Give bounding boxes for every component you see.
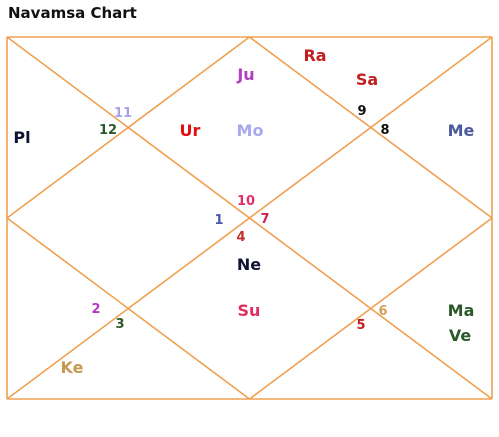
house-number-7: 7	[260, 212, 269, 227]
planet-sa: Sa	[356, 70, 378, 89]
chart-grid-lines	[6, 36, 493, 400]
planet-ra: Ra	[303, 46, 326, 65]
grid-line-diamond-top-left	[6, 36, 250, 219]
planet-labels: Ju Ra Sa Pl Ur Mo Me Ne Su Ma Ve Ke	[13, 46, 474, 377]
grid-line-diagonal-anti	[6, 36, 493, 400]
house-number-1: 1	[214, 213, 223, 228]
house-number-11: 11	[114, 106, 132, 121]
planet-su: Su	[238, 301, 261, 320]
planet-ke: Ke	[61, 358, 84, 377]
house-number-4: 4	[236, 230, 245, 245]
planet-ju: Ju	[236, 65, 254, 84]
house-number-6: 6	[378, 304, 387, 319]
planet-ve: Ve	[449, 326, 472, 345]
house-number-12: 12	[99, 123, 117, 138]
planet-ma: Ma	[448, 301, 475, 320]
house-number-9: 9	[357, 104, 366, 119]
grid-line-diamond-bottom-left	[6, 217, 250, 400]
house-number-3: 3	[115, 317, 124, 332]
planet-pl: Pl	[13, 128, 30, 147]
grid-line-diamond-top-right	[249, 36, 493, 219]
planet-me: Me	[448, 121, 475, 140]
grid-line-diamond-bottom-right	[249, 217, 493, 400]
house-number-2: 2	[91, 302, 100, 317]
planet-ur: Ur	[180, 121, 201, 140]
house-number-5: 5	[356, 318, 365, 333]
house-number-10: 10	[237, 194, 255, 209]
planet-ne: Ne	[237, 255, 261, 274]
house-number-8: 8	[380, 123, 389, 138]
chart-title: Navamsa Chart	[8, 4, 137, 22]
planet-mo: Mo	[237, 121, 264, 140]
